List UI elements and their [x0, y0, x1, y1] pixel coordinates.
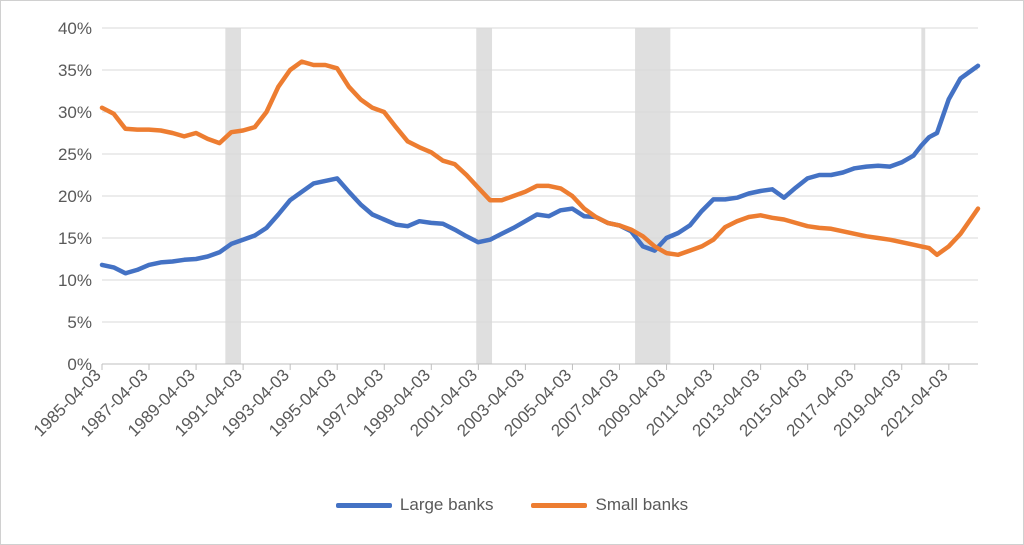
series-line-small-banks [99, 59, 981, 258]
x-tick-labels: 1985-04-031987-04-031989-04-031991-04-03… [30, 365, 952, 440]
y-tick-label: 35% [58, 61, 92, 80]
y-tick-label: 15% [58, 229, 92, 248]
legend: Large banks Small banks [0, 495, 1024, 515]
legend-swatch-small-banks [531, 502, 588, 508]
y-tick-label: 30% [58, 103, 92, 122]
legend-item-small-banks: Small banks [531, 495, 688, 515]
series-lines [99, 59, 981, 276]
series-line-large-banks [99, 63, 981, 276]
legend-label-small-banks: Small banks [595, 495, 689, 514]
y-tick-label: 5% [67, 313, 92, 332]
y-tick-label: 25% [58, 145, 92, 164]
legend-label-large-banks: Large banks [399, 495, 494, 514]
y-tick-labels: 0% 5% 10% 15% 20% 25% 30% 35% 40% [58, 19, 92, 374]
y-tick-label: 10% [58, 271, 92, 290]
legend-swatch-large-banks [335, 502, 392, 508]
y-tick-label: 40% [58, 19, 92, 38]
y-tick-label: 20% [58, 187, 92, 206]
legend-item-large-banks: Large banks [335, 495, 494, 515]
axes [101, 363, 978, 370]
y-tick-label: 0% [67, 355, 92, 374]
